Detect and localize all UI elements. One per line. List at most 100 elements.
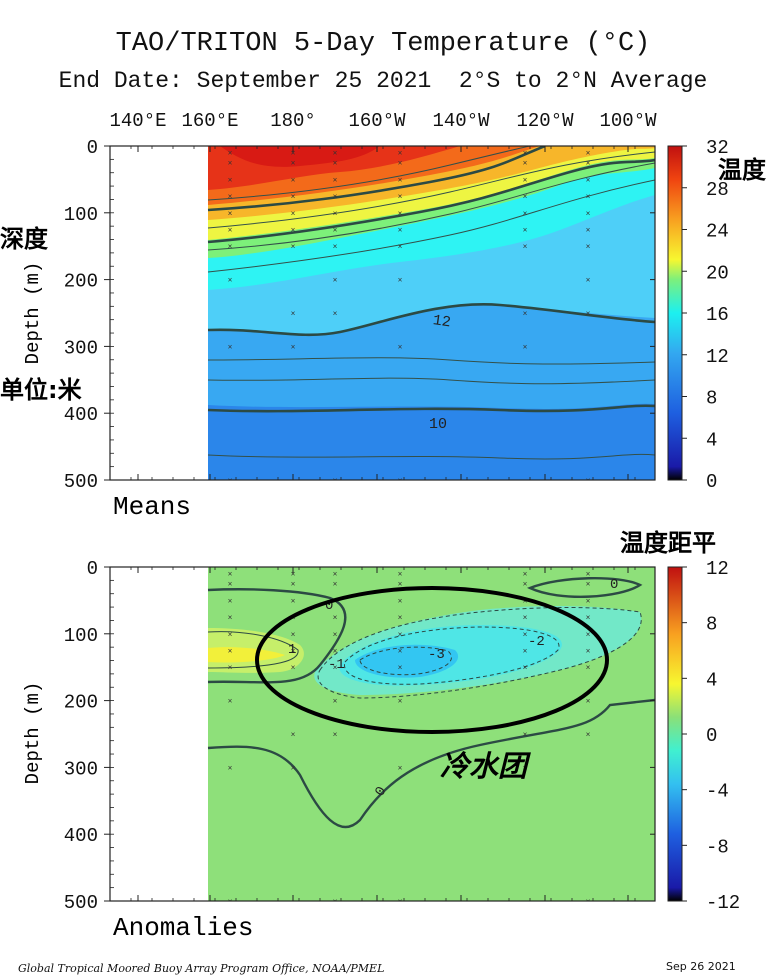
annotation-unit-cn: 单位:米 [0, 376, 82, 404]
y-tick-label: 500 [64, 471, 98, 493]
buoy-marker: × [228, 571, 233, 580]
buoy-marker: × [523, 648, 528, 657]
buoy-marker: × [586, 581, 591, 590]
buoy-marker: × [523, 343, 528, 352]
means-contour-a [207, 146, 531, 201]
buoy-marker: × [523, 160, 528, 169]
buoy-marker: × [398, 150, 403, 159]
buoy-marker: × [523, 150, 528, 159]
buoy-marker: × [228, 210, 233, 219]
buoy-marker: × [333, 648, 338, 657]
means-contour-d [207, 179, 655, 273]
anomalies-buoy-markers: ××××××××××××××××××××××××××××××××××××××××… [228, 571, 591, 907]
annotation-depth-cn: 深度 [0, 225, 49, 253]
anomalies-ylabel: Depth (m) [22, 682, 44, 785]
buoy-marker: × [523, 631, 528, 640]
x-tick-label: 160°E [181, 110, 238, 132]
anom-contour-minus2 [344, 626, 560, 685]
means-layer-core [220, 146, 380, 167]
buoy-marker: × [333, 581, 338, 590]
buoy-marker: × [333, 277, 338, 286]
buoy-marker: × [523, 176, 528, 185]
buoy-marker: × [291, 764, 296, 773]
buoy-marker: × [586, 597, 591, 606]
buoy-marker: × [398, 160, 403, 169]
means-contour-20 [207, 158, 655, 244]
y-tick-label: 200 [64, 271, 98, 293]
y-tick-label: 400 [64, 404, 98, 426]
buoy-marker: × [228, 597, 233, 606]
colorbar-tick-label: 8 [706, 614, 717, 636]
buoy-marker: × [398, 477, 403, 486]
x-tick-label: 140°W [432, 110, 490, 132]
anom-contour-zero-east [526, 576, 643, 598]
anomalies-colorbar-ticks: 12 8 4 0 -4 -8 -12 [682, 558, 740, 914]
buoy-marker: × [398, 277, 403, 286]
colorbar-tick-label: 20 [706, 262, 729, 284]
buoy-marker: × [523, 243, 528, 252]
buoy-marker: × [228, 648, 233, 657]
y-tick-label: 100 [64, 204, 98, 226]
buoy-marker: × [586, 277, 591, 286]
buoy-marker: × [586, 160, 591, 169]
colorbar-tick-label: 4 [706, 669, 717, 691]
anom-contour-label-m2: -2 [528, 634, 545, 650]
x-tick-labels: 140°E 160°E 180° 160°W 140°W 120°W 100°W [109, 110, 657, 132]
buoy-marker: × [228, 176, 233, 185]
anom-contour-label-0b: 0 [610, 577, 618, 593]
colorbar-tick-label: 0 [706, 725, 717, 747]
buoy-marker: × [291, 243, 296, 252]
buoy-marker: × [586, 210, 591, 219]
means-contour-label-10: 10 [429, 416, 447, 433]
annotation-temp-cn: 温度 [718, 156, 767, 184]
anom-contour-zero-deep [207, 698, 655, 829]
colorbar-tick-label: 16 [706, 304, 729, 326]
buoy-marker: × [586, 193, 591, 202]
buoy-marker: × [291, 310, 296, 319]
anom-contour-minus3 [359, 646, 452, 676]
buoy-marker: × [398, 343, 403, 352]
means-frame [109, 145, 656, 481]
means-colorbar-ticks: 0 4 8 12 16 20 24 28 32 [682, 137, 729, 493]
buoy-marker: × [228, 277, 233, 286]
colorbar-tick-label: 0 [706, 471, 717, 493]
colorbar-tick-label: 24 [706, 221, 729, 243]
means-contour-b [207, 151, 655, 229]
buoy-marker: × [333, 150, 338, 159]
buoy-marker: × [228, 343, 233, 352]
buoy-marker: × [228, 664, 233, 673]
buoy-marker: × [291, 343, 296, 352]
chart-title: TAO/TRITON 5-Day Temperature (°C) [116, 29, 651, 59]
colorbar-tick-label: 32 [706, 137, 729, 159]
means-contour-f [207, 377, 655, 385]
buoy-marker: × [291, 731, 296, 740]
colorbar-tick-label: -12 [706, 892, 740, 914]
buoy-marker: × [398, 698, 403, 707]
cold-pool-ellipse [255, 586, 609, 734]
colorbar-tick-label: 12 [706, 346, 729, 368]
buoy-marker: × [586, 150, 591, 159]
chart-subtitle: End Date: September 25 2021 2°S to 2°N A… [59, 68, 708, 94]
buoy-marker: × [291, 150, 296, 159]
means-contour-label-12: 12 [432, 312, 452, 331]
buoy-marker: × [586, 631, 591, 640]
buoy-marker: × [398, 614, 403, 623]
means-colorbar [667, 145, 683, 481]
buoy-marker: × [523, 571, 528, 580]
buoy-marker: × [523, 597, 528, 606]
buoy-marker: × [333, 898, 338, 907]
buoy-marker: × [523, 210, 528, 219]
buoy-marker: × [333, 731, 338, 740]
buoy-marker: × [523, 227, 528, 236]
annotation-cold-pool-cn: 冷水团 [440, 749, 531, 783]
buoy-marker: × [333, 160, 338, 169]
buoy-marker: × [333, 176, 338, 185]
buoy-marker: × [333, 310, 338, 319]
buoy-marker: × [291, 648, 296, 657]
footer-credit: Global Tropical Moored Buoy Array Progra… [18, 962, 384, 975]
buoy-marker: × [291, 664, 296, 673]
buoy-marker: × [398, 581, 403, 590]
buoy-marker: × [291, 193, 296, 202]
